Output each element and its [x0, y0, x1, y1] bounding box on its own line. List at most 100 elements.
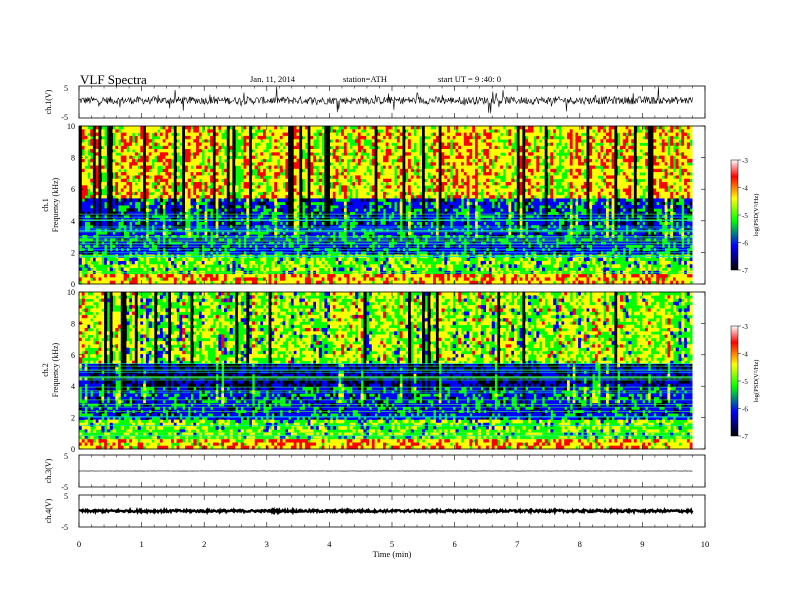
spectrogram-cell	[271, 132, 275, 137]
spectrogram-cell	[229, 208, 233, 212]
spectrogram-cell	[285, 274, 289, 278]
spectrogram-cell	[90, 274, 94, 278]
spectrogram-cell	[159, 149, 164, 153]
spectrogram-cell	[293, 165, 297, 170]
spectrogram-cell	[157, 182, 161, 186]
spectrogram-cell	[123, 195, 127, 199]
spectrogram-cell	[79, 261, 83, 265]
spectrogram-cell	[388, 264, 392, 268]
spectrogram-cell	[271, 191, 275, 196]
spectrogram-cell	[263, 280, 267, 285]
spectrogram-cell	[90, 149, 94, 153]
spectrogram-cell	[137, 175, 141, 180]
spectrogram-cell	[196, 205, 200, 209]
spectrogram-cell	[218, 185, 222, 189]
spectrogram-cell	[469, 188, 473, 193]
spectrogram-cell	[299, 214, 303, 219]
spectrogram-cell	[332, 168, 336, 173]
spectrogram-cell	[126, 228, 130, 232]
spectrogram-cell	[469, 145, 473, 150]
spectrogram-cell	[408, 135, 412, 140]
spectrogram-cell	[338, 142, 342, 147]
spectrogram-cell	[369, 191, 373, 196]
spectrogram-cell	[472, 244, 476, 249]
spectrogram-cell	[324, 185, 328, 189]
spectrogram-cell	[466, 195, 470, 199]
spectrogram-cell	[87, 155, 91, 160]
spectrogram-cell	[168, 145, 172, 150]
spectrogram-cell	[232, 142, 236, 147]
spectrogram-cell	[246, 158, 250, 163]
spectrogram-cell	[249, 280, 253, 285]
spectrogram-cell	[265, 267, 269, 272]
spectrogram-cell	[352, 277, 356, 282]
spectrogram-cell	[196, 162, 200, 166]
spectrogram-cell	[399, 188, 403, 193]
spectrogram-cell	[335, 231, 339, 235]
spectrogram-cell	[120, 280, 124, 285]
spectrogram-cell	[95, 208, 99, 212]
spectrogram-cell	[165, 162, 169, 166]
spectrogram-cell	[463, 261, 467, 265]
spectrogram-cell	[106, 135, 111, 140]
spectrogram-cell	[137, 214, 141, 219]
spectrogram-cell	[472, 205, 476, 209]
spectrogram-cell	[341, 149, 345, 153]
spectrogram-cell	[154, 139, 158, 143]
spectrogram-cell	[338, 241, 342, 245]
spectrogram-cell	[162, 126, 166, 130]
spectrogram-cell	[391, 205, 395, 209]
spectrogram-cell	[438, 211, 442, 216]
spectrogram-cell	[157, 201, 161, 206]
spectrogram-cell	[115, 172, 119, 176]
spectrogram-cell	[444, 261, 448, 265]
spectrogram-cell	[360, 211, 364, 216]
spectrogram-cell	[475, 126, 479, 130]
spectrogram-cell	[438, 237, 442, 242]
spectrogram-cell	[84, 135, 88, 140]
spectrogram-cell	[154, 152, 158, 156]
spectrogram-cell	[307, 145, 311, 150]
spectrogram-cell	[229, 132, 233, 137]
spectrogram-cell	[109, 162, 113, 166]
spectrogram-cell	[118, 201, 122, 206]
spectrogram-cell	[335, 224, 339, 229]
spectrogram-cell	[441, 208, 445, 212]
spectrogram-cell	[246, 198, 250, 203]
spectrogram-cell	[310, 185, 314, 189]
spectrogram-cell	[402, 274, 406, 278]
spectrogram-cell	[148, 264, 152, 268]
spectrogram-cell	[318, 274, 322, 278]
spectrogram-cell	[396, 168, 401, 173]
spectrogram-cell	[210, 178, 214, 183]
spectrogram-cell	[109, 129, 113, 133]
spectrogram-cell	[394, 185, 398, 189]
spectrogram-cell	[95, 188, 99, 193]
spectrogram-cell	[396, 132, 401, 137]
spectrogram-cell	[472, 231, 476, 235]
spectrogram-cell	[87, 182, 91, 186]
spectrogram-cell	[126, 139, 130, 143]
spectrogram-cell	[402, 277, 406, 282]
spectrogram-cell	[327, 132, 331, 137]
spectrogram-cell	[154, 132, 158, 137]
spectrogram-cell	[419, 280, 423, 285]
spectrogram-cell	[165, 158, 169, 163]
spectrogram-cell	[115, 188, 119, 193]
spectrogram-cell	[327, 201, 331, 206]
spectrogram-cell	[475, 175, 479, 180]
spectrogram-cell	[95, 135, 99, 140]
spectrogram-cell	[260, 172, 264, 176]
spectrogram-cell	[444, 257, 448, 262]
spectrogram-cell	[101, 214, 105, 219]
spectrogram-cell	[187, 139, 191, 143]
spectrogram-cell	[380, 211, 384, 216]
spectrogram-cell	[224, 274, 228, 278]
spectrogram-cell	[268, 224, 272, 229]
spectrogram-cell	[383, 142, 387, 147]
spectrogram-cell	[285, 139, 289, 143]
spectrogram-cell	[179, 244, 183, 249]
spectrogram-cell	[290, 152, 295, 156]
spectrogram-cell	[282, 139, 286, 143]
